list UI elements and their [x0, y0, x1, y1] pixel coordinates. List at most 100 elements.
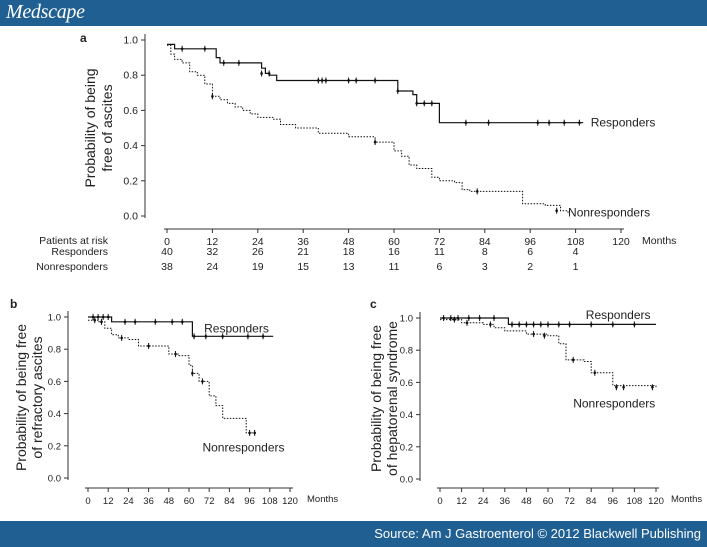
data-point [589, 323, 593, 326]
x-tick-label: 84 [224, 496, 235, 507]
data-point [253, 431, 256, 435]
data-point [246, 335, 250, 338]
data-point [543, 334, 546, 338]
y-tick-label: 0.6 [123, 105, 138, 117]
series-annotation: Nonresponders [568, 205, 650, 219]
x-tick-label: 72 [564, 496, 575, 507]
data-point [532, 323, 535, 326]
x-tick-label: 108 [626, 496, 642, 507]
y-tick-label: 1.0 [400, 314, 413, 325]
data-point [91, 315, 95, 319]
y-axis-label: of refractory ascites [29, 336, 45, 458]
y-axis-label: Probability of being free [13, 324, 29, 471]
data-point [221, 335, 224, 338]
data-point [106, 315, 110, 319]
x-tick-label: 12 [456, 496, 467, 507]
data-point [96, 315, 100, 319]
data-point [510, 323, 514, 326]
risk-table-cell: 38 [161, 261, 173, 273]
data-point [478, 316, 481, 320]
data-point [555, 209, 558, 213]
data-point [465, 321, 469, 325]
data-point [467, 316, 471, 320]
x-tick-label: 0 [164, 236, 170, 248]
x-tick-label: 24 [478, 496, 489, 507]
x-tick-label: 108 [262, 496, 278, 507]
risk-table-cell: 2 [527, 261, 533, 273]
y-tick-label: 0.2 [48, 441, 61, 452]
data-point [373, 79, 377, 82]
y-tick-label: 0.4 [400, 410, 413, 421]
source-citation: Source: Am J Gastroenterol © 2012 Blackw… [374, 526, 701, 541]
series-annotation: Responders [204, 321, 269, 335]
data-point [170, 320, 174, 324]
data-point [147, 344, 150, 348]
data-point [192, 335, 196, 338]
data-point [536, 121, 540, 125]
data-point [532, 332, 535, 336]
risk-table-cell: 11 [434, 246, 445, 258]
risk-table-header: Patients at risk [39, 235, 109, 247]
data-point [615, 385, 618, 389]
data-point [611, 323, 615, 326]
risk-table-row-label: Responders [51, 246, 108, 258]
x-tick-label: 36 [500, 496, 511, 507]
risk-table-cell: 11 [389, 261, 400, 273]
y-tick-label: 0.8 [48, 345, 61, 356]
x-tick-label: 120 [612, 236, 630, 248]
series-annotation: Nonresponders [573, 396, 655, 410]
chart-panel-c: c 0.0 0.2 0.4 0.6 0.8 1.0 0 12 24 36 48 60 72 84 96 108 1… [368, 297, 702, 507]
y-tick-label: 0.0 [123, 211, 138, 223]
data-point [517, 323, 521, 326]
data-point [492, 316, 496, 320]
data-point [261, 335, 265, 338]
data-point [396, 89, 400, 93]
x-tick-label: 60 [184, 496, 195, 507]
chart-panel-a: a0.00.20.40.60.81.00 12 24 36 48 60 72 84 96 108 1… [36, 31, 676, 273]
series-line-nonresponders [440, 319, 657, 388]
data-point [475, 190, 479, 193]
data-point [557, 323, 561, 326]
data-point [347, 79, 350, 82]
series-line-responders [167, 43, 584, 124]
risk-table-cell: 24 [207, 261, 219, 273]
data-point [571, 358, 575, 362]
data-point [180, 47, 184, 51]
panel-label: b [10, 297, 17, 311]
data-point [539, 323, 543, 326]
x-tick-label: 60 [388, 236, 400, 248]
data-point [430, 102, 434, 105]
x-tick-label: 120 [282, 496, 298, 507]
y-tick-label: 0.2 [123, 175, 138, 187]
risk-table-cell: 40 [161, 246, 173, 258]
data-point [237, 61, 241, 65]
data-point [100, 320, 103, 324]
x-axis-label: Months [642, 235, 676, 247]
data-point [633, 323, 636, 326]
y-tick-label: 0.8 [123, 70, 138, 82]
data-point [324, 79, 328, 82]
medscape-logo: Medscape [6, 1, 85, 23]
risk-table-cell: 19 [252, 261, 264, 273]
data-point [201, 380, 204, 383]
y-axis-label: Probability of being free [368, 325, 384, 472]
panel-label: c [370, 297, 377, 311]
data-point [317, 79, 320, 82]
data-point [442, 316, 445, 320]
x-tick-label: 84 [479, 236, 491, 248]
x-tick-label: 48 [164, 496, 175, 507]
data-point [546, 323, 550, 326]
x-tick-label: 72 [434, 236, 446, 248]
data-point [622, 385, 625, 389]
data-point [578, 121, 581, 125]
y-tick-label: 0.8 [400, 346, 413, 357]
x-tick-label: 12 [103, 496, 114, 507]
data-point [120, 336, 123, 340]
y-tick-label: 0.0 [400, 475, 413, 486]
data-point [123, 320, 127, 324]
data-point [651, 385, 654, 389]
x-tick-label: 96 [244, 496, 255, 507]
y-tick-label: 0.4 [48, 409, 61, 420]
data-point [93, 318, 97, 322]
footer-bar: Source: Am J Gastroenterol © 2012 Blackw… [0, 521, 707, 547]
